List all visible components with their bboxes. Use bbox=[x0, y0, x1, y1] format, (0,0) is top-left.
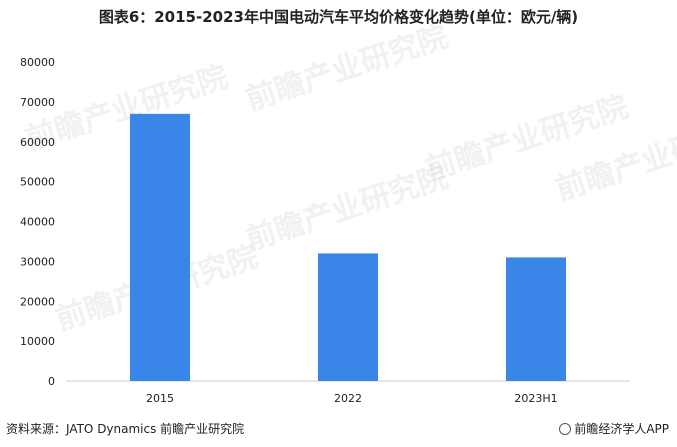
y-tick-label: 60000 bbox=[20, 136, 55, 149]
y-tick-label: 20000 bbox=[20, 295, 55, 308]
source-note: 资料来源：JATO Dynamics 前瞻产业研究院 bbox=[6, 422, 245, 436]
bar-2015 bbox=[130, 113, 190, 382]
x-tick-label: 2022 bbox=[334, 392, 362, 405]
brand-label: 前瞻经济学人APP bbox=[574, 422, 669, 436]
brand-logo-icon bbox=[559, 423, 572, 435]
bar-2023H1 bbox=[506, 257, 566, 381]
y-tick-label: 70000 bbox=[20, 96, 55, 109]
y-tick-label: 50000 bbox=[20, 176, 55, 189]
watermark-text: 前瞻产业研究院 bbox=[242, 159, 453, 257]
bar-2022 bbox=[318, 253, 378, 381]
x-tick-label: 2023H1 bbox=[514, 392, 557, 405]
y-tick-label: 30000 bbox=[20, 255, 55, 268]
x-tick-label: 2015 bbox=[146, 392, 174, 405]
y-tick-label: 10000 bbox=[20, 335, 55, 348]
chart-title: 图表6：2015-2023年中国电动汽车平均价格变化趋势(单位：欧元/辆) bbox=[98, 8, 579, 26]
y-tick-label: 80000 bbox=[20, 56, 55, 69]
brand-credit: 前瞻经济学人APP bbox=[559, 420, 669, 437]
y-tick-label: 40000 bbox=[20, 216, 55, 229]
y-tick-label: 0 bbox=[48, 375, 55, 388]
watermark-text: 前瞻产业研究院 bbox=[242, 19, 453, 117]
